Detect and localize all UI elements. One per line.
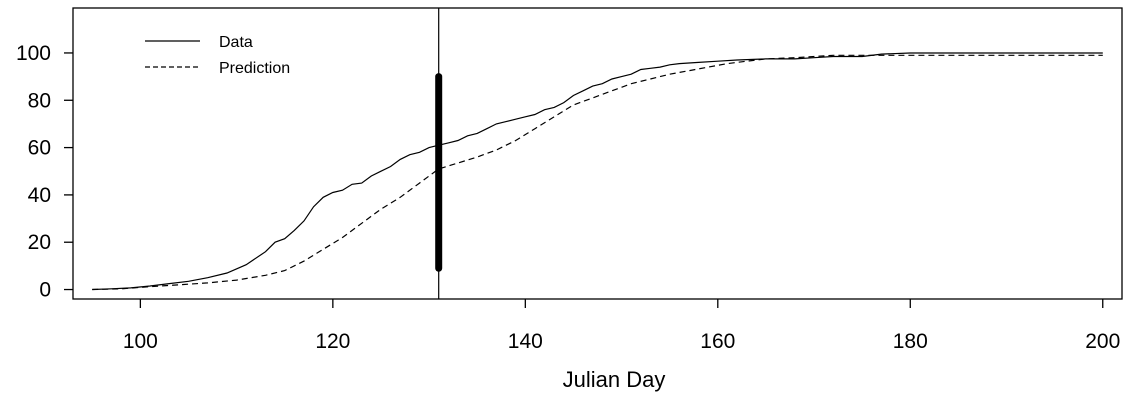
x-tick-label: 200 [1085, 330, 1120, 353]
x-tick-label: 160 [700, 330, 735, 353]
plot-frame [72, 7, 1123, 300]
y-tick-label: 0 [39, 279, 51, 302]
x-tick-label: 120 [315, 330, 350, 353]
legend-label-prediction: Prediction [219, 60, 290, 77]
x-tick-label: 100 [123, 330, 158, 353]
x-tick-label: 140 [508, 330, 543, 353]
series-data-line [92, 52, 1103, 291]
legend-label-data: Data [219, 34, 253, 51]
y-tick-label: 40 [28, 184, 51, 207]
y-axis: 0 20 40 60 80 100 [16, 42, 73, 302]
y-tick-label: 20 [28, 231, 51, 254]
series-prediction-line [92, 54, 1103, 291]
x-axis: 100 120 140 160 180 200 [123, 299, 1120, 353]
y-tick-label: 60 [28, 137, 51, 160]
y-tick-label: 80 [28, 89, 51, 112]
x-axis-title: Julian Day [563, 367, 666, 392]
x-tick-label: 180 [893, 330, 928, 353]
legend: Data Prediction [145, 34, 290, 77]
y-tick-label: 100 [16, 42, 51, 65]
